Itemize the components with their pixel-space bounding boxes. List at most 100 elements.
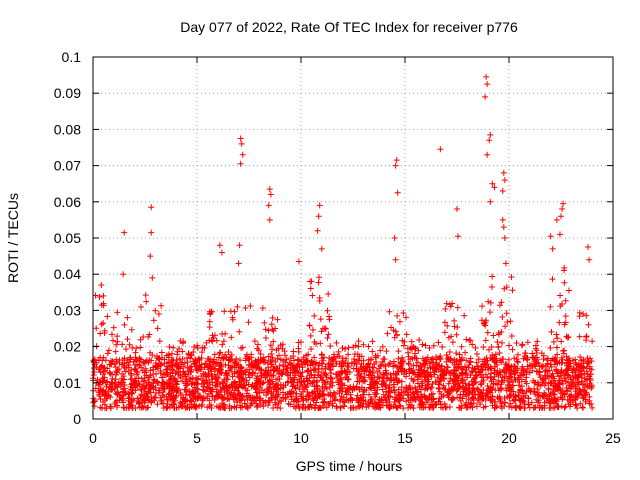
data-point	[577, 400, 584, 407]
data-point	[416, 336, 423, 343]
data-point	[169, 363, 176, 370]
data-point	[343, 396, 350, 403]
data-point	[510, 392, 517, 399]
data-point	[566, 397, 573, 404]
data-point	[307, 380, 314, 387]
data-point	[466, 359, 473, 366]
data-point	[357, 401, 364, 408]
data-point	[234, 303, 241, 310]
x-tick-label: 20	[501, 430, 517, 446]
data-point	[147, 349, 154, 356]
data-point	[393, 371, 400, 378]
data-point	[585, 321, 592, 328]
data-point	[297, 382, 304, 389]
data-point	[137, 385, 144, 392]
data-point	[356, 368, 363, 375]
data-point	[219, 341, 226, 348]
y-tick-label: 0	[73, 411, 81, 427]
data-point	[232, 360, 239, 367]
data-point	[367, 357, 374, 364]
data-point	[316, 404, 323, 411]
data-point	[381, 356, 388, 363]
data-point	[532, 363, 539, 370]
data-point	[529, 350, 536, 357]
data-point	[475, 364, 482, 371]
data-point	[123, 404, 130, 411]
data-point	[377, 363, 384, 370]
data-point	[249, 370, 256, 377]
data-point	[345, 376, 352, 383]
data-point	[318, 374, 325, 381]
data-point	[120, 271, 127, 278]
data-point	[193, 364, 200, 371]
data-point	[561, 391, 568, 398]
data-point	[400, 388, 407, 395]
data-point	[563, 333, 570, 340]
data-point	[197, 366, 204, 373]
data-point	[466, 382, 473, 389]
data-point	[469, 395, 476, 402]
data-point	[237, 160, 244, 167]
data-point	[549, 276, 556, 283]
data-point	[386, 382, 393, 389]
data-point	[444, 355, 451, 362]
data-point	[532, 355, 539, 362]
data-point	[437, 146, 444, 153]
data-point	[107, 370, 114, 377]
data-point	[434, 374, 441, 381]
data-point	[231, 387, 238, 394]
data-point	[223, 387, 230, 394]
data-point	[444, 322, 451, 329]
data-point	[307, 372, 314, 379]
data-point	[512, 405, 519, 412]
data-point	[501, 285, 508, 292]
data-point	[473, 359, 480, 366]
data-point	[344, 368, 351, 375]
data-point	[524, 363, 531, 370]
data-point	[373, 390, 380, 397]
data-point	[116, 365, 123, 372]
data-point	[166, 343, 173, 350]
data-point	[494, 338, 501, 345]
data-point	[237, 135, 244, 142]
data-point	[469, 381, 476, 388]
data-point	[231, 308, 238, 315]
data-point	[146, 331, 153, 338]
data-point	[584, 376, 591, 383]
data-point	[416, 404, 423, 411]
data-point	[196, 356, 203, 363]
data-point	[307, 401, 314, 408]
data-point	[104, 365, 111, 372]
data-point	[458, 377, 465, 384]
data-point	[333, 371, 340, 378]
data-point	[318, 245, 325, 252]
data-point	[140, 378, 147, 385]
data-point	[343, 355, 350, 362]
data-point	[284, 390, 291, 397]
data-point	[150, 380, 157, 387]
data-point	[265, 327, 272, 334]
data-point	[492, 351, 499, 358]
data-point	[353, 365, 360, 372]
data-point	[319, 351, 326, 358]
data-point	[505, 364, 512, 371]
data-point	[239, 344, 246, 351]
data-point	[303, 358, 310, 365]
data-point	[327, 392, 334, 399]
data-point	[550, 373, 557, 380]
data-point	[319, 360, 326, 367]
data-point	[114, 367, 121, 374]
data-point	[239, 376, 246, 383]
data-point	[191, 379, 198, 386]
data-point	[365, 391, 372, 398]
data-point	[327, 398, 334, 405]
data-point	[206, 403, 213, 410]
data-point	[158, 349, 165, 356]
data-point	[561, 279, 568, 286]
data-point	[365, 371, 372, 378]
data-point	[163, 363, 170, 370]
data-point	[478, 317, 485, 324]
data-point	[170, 397, 177, 404]
data-point	[457, 382, 464, 389]
data-point	[274, 404, 281, 411]
